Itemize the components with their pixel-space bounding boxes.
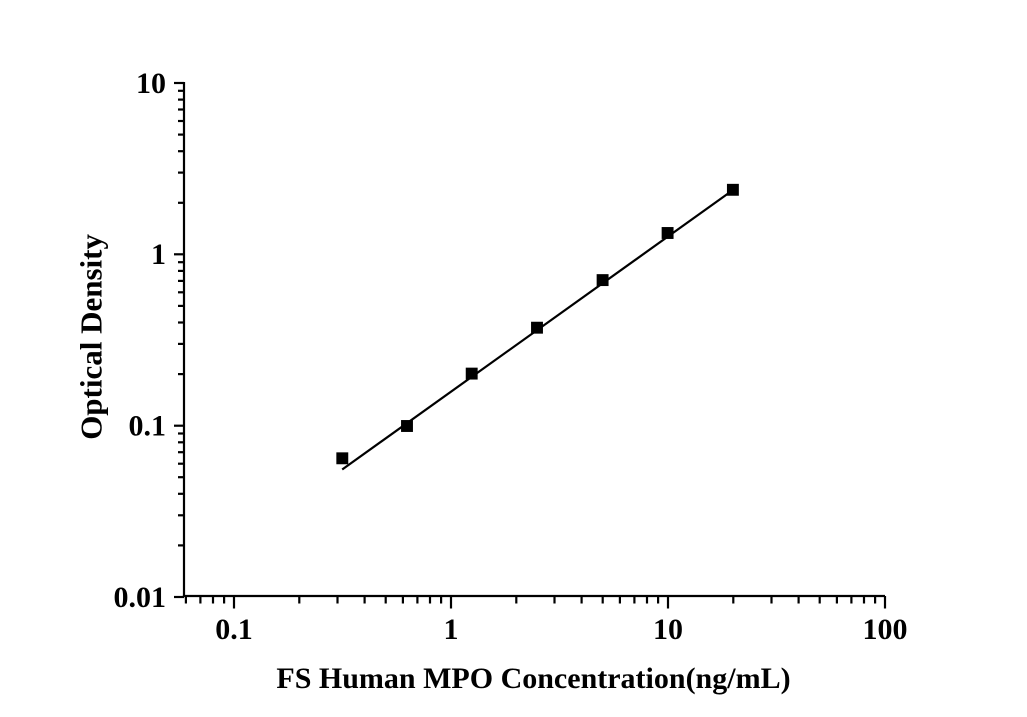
svg-text:0.1: 0.1 xyxy=(215,613,253,646)
svg-text:Optical Density: Optical Density xyxy=(74,234,109,440)
svg-text:1: 1 xyxy=(444,613,459,646)
svg-text:1: 1 xyxy=(151,238,166,271)
svg-text:0.01: 0.01 xyxy=(114,581,167,614)
svg-text:10: 10 xyxy=(653,613,683,646)
svg-text:FS Human MPO Concentration(ng/: FS Human MPO Concentration(ng/mL) xyxy=(276,662,790,695)
svg-text:0.1: 0.1 xyxy=(129,410,167,443)
svg-text:100: 100 xyxy=(863,613,908,646)
svg-text:10: 10 xyxy=(136,67,166,100)
